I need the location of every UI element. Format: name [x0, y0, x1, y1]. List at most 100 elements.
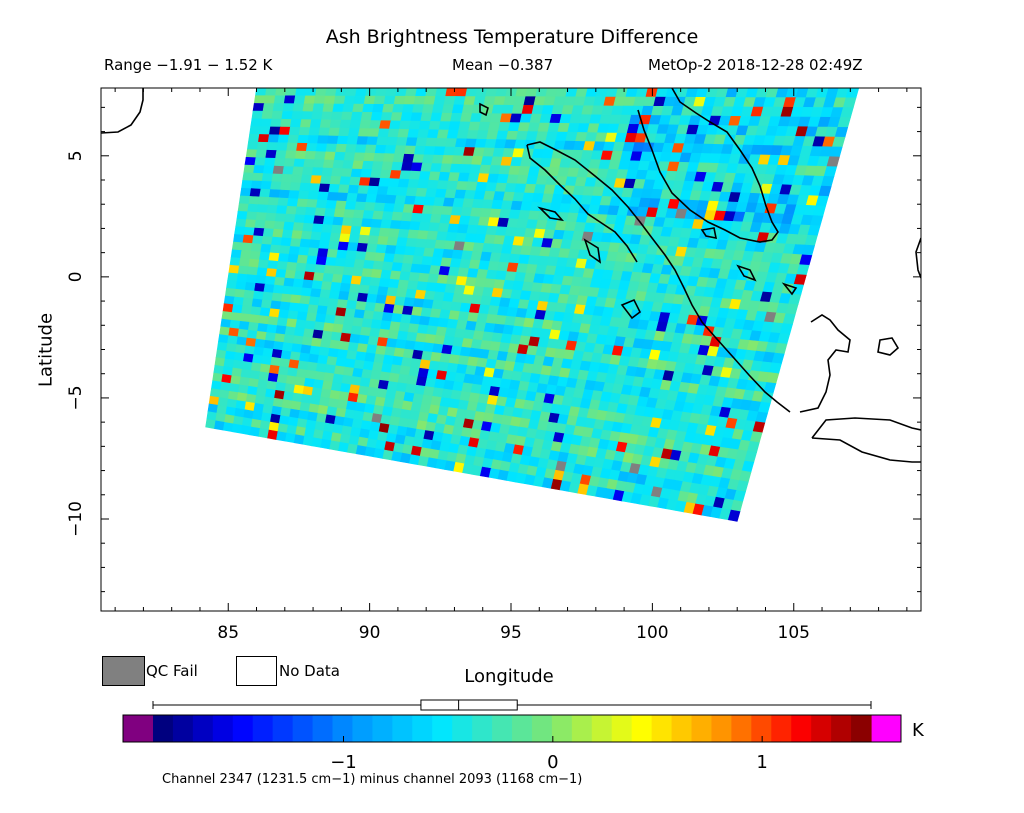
data-cell: [326, 248, 339, 259]
data-cell: [265, 149, 278, 159]
data-cell: [389, 220, 402, 230]
data-cell: [229, 319, 241, 330]
data-cell: [285, 205, 298, 216]
data-cell: [264, 275, 277, 286]
data-cell: [250, 180, 263, 190]
data-cell: [245, 274, 258, 284]
data-cell: [350, 376, 362, 387]
data-cell: [307, 247, 320, 257]
data-cell: [294, 150, 307, 160]
data-cell: [250, 118, 263, 128]
coastlines: [101, 88, 921, 463]
data-cell: [278, 189, 291, 199]
data-cell: [276, 374, 288, 384]
data-cell: [324, 364, 337, 375]
data-cell: [337, 241, 350, 252]
data-cell: [299, 295, 311, 306]
data-cell: [268, 189, 281, 199]
data-cell: [287, 134, 300, 144]
data-cell: [217, 334, 230, 344]
data-cell: [279, 245, 291, 255]
data-cell: [335, 143, 348, 153]
data-cell: [384, 194, 397, 205]
data-cell: [252, 290, 265, 301]
data-cell: [257, 323, 269, 333]
data-cell: [354, 144, 367, 154]
data-cell: [329, 339, 341, 350]
data-cell: [386, 236, 399, 247]
data-cell: [350, 225, 362, 236]
x-tick-label: 85: [217, 623, 239, 643]
colorbar-step: [272, 715, 294, 742]
data-cell: [297, 360, 309, 371]
data-cell: [311, 223, 324, 233]
data-cell: [390, 112, 403, 122]
data-cell: [236, 273, 248, 283]
data-cell: [326, 191, 339, 202]
data-cell: [375, 244, 388, 254]
data-cell: [315, 88, 328, 97]
data-cell: [333, 95, 346, 105]
data-cell: [335, 307, 347, 318]
data-cell: [318, 346, 331, 357]
data-cell: [358, 234, 370, 245]
data-cell: [272, 165, 285, 175]
data-cell: [317, 354, 329, 365]
data-cell: [381, 211, 394, 221]
data-cell: [265, 332, 277, 342]
data-cell: [299, 238, 312, 249]
data-cell: [325, 306, 338, 317]
data-cell: [270, 118, 283, 128]
data-cell: [305, 312, 318, 323]
data-cell: [370, 268, 383, 279]
data-cell: [325, 200, 338, 210]
data-cell: [271, 292, 283, 303]
data-cell: [330, 111, 344, 121]
data-cell: [322, 273, 334, 283]
data-cell: [313, 321, 326, 332]
data-cell: [280, 350, 292, 361]
data-cell: [283, 277, 295, 288]
data-cell: [378, 278, 391, 288]
data-cell: [318, 297, 330, 307]
data-cell: [302, 103, 315, 113]
data-cell: [371, 161, 384, 171]
data-cell: [320, 338, 332, 349]
data-cell: [383, 253, 396, 263]
data-cell: [453, 96, 466, 106]
data-cell: [323, 372, 335, 383]
data-cell: [363, 152, 376, 162]
x-tick-label: 90: [359, 623, 381, 643]
data-cell: [249, 314, 261, 324]
data-cell: [267, 429, 279, 440]
data-cell: [252, 235, 264, 245]
colorbar-step: [332, 715, 354, 742]
data-cell: [407, 129, 420, 139]
data-cell: [343, 152, 356, 162]
data-cell: [301, 166, 314, 176]
coastline: [101, 88, 144, 134]
data-cell: [268, 252, 280, 262]
data-cell: [319, 119, 332, 129]
data-cell: [264, 220, 276, 230]
data-cell: [284, 213, 297, 223]
data-cell: [401, 212, 413, 222]
data-cell: [260, 118, 273, 128]
data-cell: [242, 297, 254, 308]
data-cell: [312, 379, 325, 390]
data-cell: [283, 334, 295, 345]
data-cell: [353, 259, 366, 269]
data-cell: [349, 333, 361, 344]
data-cell: [251, 298, 263, 309]
data-cell: [250, 243, 263, 253]
data-cell: [224, 287, 237, 298]
data-cell: [345, 88, 358, 97]
data-cell: [320, 175, 332, 185]
data-cell: [342, 160, 355, 170]
colorbar-step: [811, 715, 832, 742]
data-cell: [246, 211, 258, 221]
data-cell: [369, 277, 382, 287]
data-cell: [333, 151, 346, 161]
data-cell: [344, 308, 357, 319]
data-cell: [278, 309, 290, 320]
